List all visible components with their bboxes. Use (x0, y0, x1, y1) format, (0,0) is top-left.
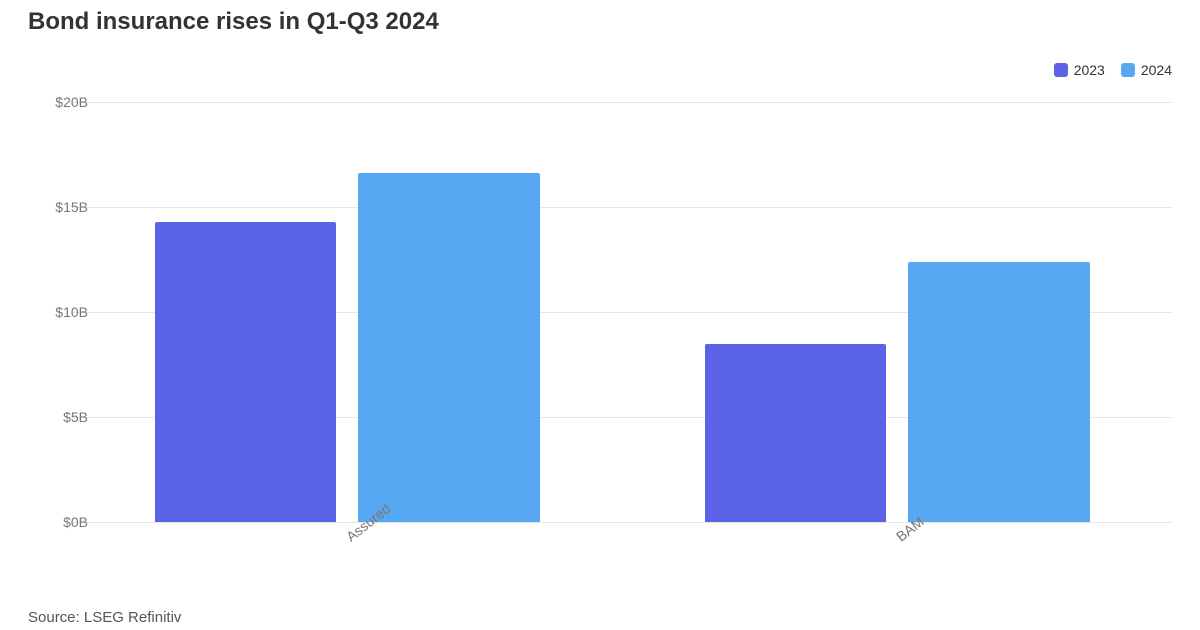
source-text: Source: LSEG Refinitiv (28, 609, 181, 626)
legend-item-2023[interactable]: 2023 (1054, 62, 1105, 78)
legend-swatch-2024 (1121, 63, 1135, 77)
chart-title: Bond insurance rises in Q1-Q3 2024 (28, 8, 439, 36)
bar-bam-2023[interactable] (705, 344, 887, 523)
legend-label-2023: 2023 (1074, 62, 1105, 78)
y-axis-label: $10B (28, 304, 88, 320)
gridline (72, 207, 1172, 208)
plot-area (72, 102, 1172, 522)
legend-swatch-2023 (1054, 63, 1068, 77)
chart-container: Bond insurance rises in Q1-Q3 2024 2023 … (0, 0, 1200, 630)
gridline (72, 522, 1172, 523)
y-axis-label: $15B (28, 199, 88, 215)
legend: 2023 2024 (1054, 62, 1172, 78)
y-axis-label: $20B (28, 94, 88, 110)
y-axis-label: $0B (28, 514, 88, 530)
gridline (72, 102, 1172, 103)
bar-assured-2024[interactable] (358, 173, 540, 522)
legend-item-2024[interactable]: 2024 (1121, 62, 1172, 78)
y-axis-label: $5B (28, 409, 88, 425)
legend-label-2024: 2024 (1141, 62, 1172, 78)
bar-assured-2023[interactable] (155, 222, 337, 522)
bar-bam-2024[interactable] (908, 262, 1090, 522)
